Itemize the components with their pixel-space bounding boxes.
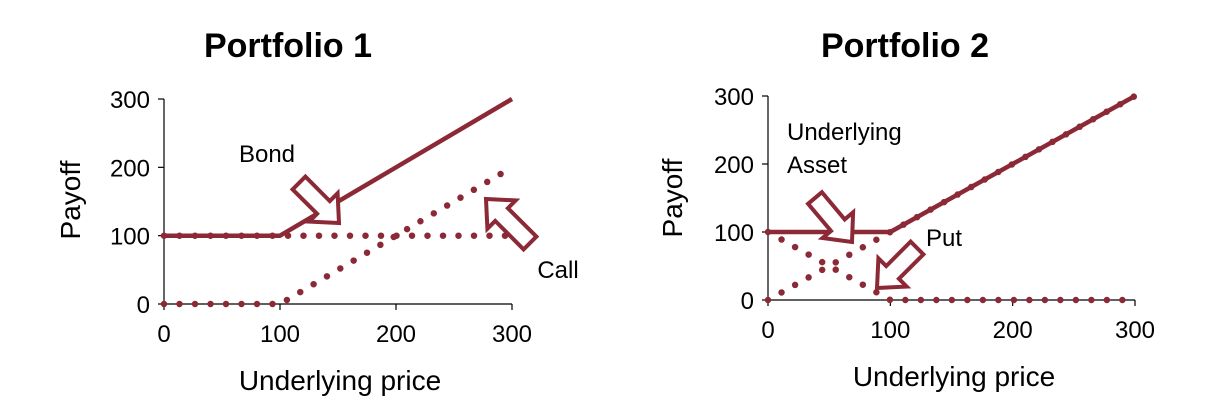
annotation-arrow	[289, 173, 342, 226]
x-tick-label: 300	[492, 321, 532, 348]
x-tick-label: 200	[376, 321, 416, 348]
annotation-call: Call	[537, 257, 578, 284]
y-tick-label: 200	[110, 155, 150, 182]
annotation-arrow	[805, 189, 856, 245]
annotation-arrow	[874, 238, 927, 291]
annotation-put: Put	[926, 225, 962, 252]
x-tick-label: 100	[870, 317, 910, 344]
annotation-arrow	[483, 196, 540, 253]
y-tick-label: 0	[741, 288, 754, 315]
x-tick-label: 0	[761, 317, 774, 344]
y-axis-label: Payoff	[55, 160, 86, 239]
x-axis-label: Underlying price	[853, 361, 1055, 392]
series-line-solid	[164, 97, 514, 238]
chart-title: Portfolio 1	[204, 27, 372, 65]
y-tick-label: 300	[110, 87, 150, 114]
annotation-bond: Bond	[239, 141, 295, 168]
x-tick-label: 200	[993, 317, 1033, 344]
y-tick-label: 200	[714, 152, 754, 179]
y-tick-label: 300	[714, 84, 754, 111]
x-axis-label: Underlying price	[239, 365, 441, 396]
chart-portfolio-1: Portfolio 1 Underlying price Payoff Bond…	[55, 27, 579, 396]
series-line-dotted	[160, 164, 516, 308]
x-tick-label: 100	[260, 321, 300, 348]
annotation-underlying: Underlying	[787, 119, 902, 146]
series-line-dotted	[764, 92, 1139, 304]
y-tick-label: 100	[714, 220, 754, 247]
series-line-dotted	[764, 228, 1139, 304]
x-tick-label: 300	[1115, 317, 1155, 344]
chart-portfolio-2: Portfolio 2 Underlying price Payoff Unde…	[657, 27, 1155, 392]
annotation-asset: Asset	[787, 152, 847, 179]
y-axis-label: Payoff	[657, 158, 688, 237]
chart-title: Portfolio 2	[821, 27, 989, 65]
x-tick-label: 0	[157, 321, 170, 348]
y-tick-label: 0	[137, 292, 150, 319]
y-tick-label: 100	[110, 224, 150, 251]
